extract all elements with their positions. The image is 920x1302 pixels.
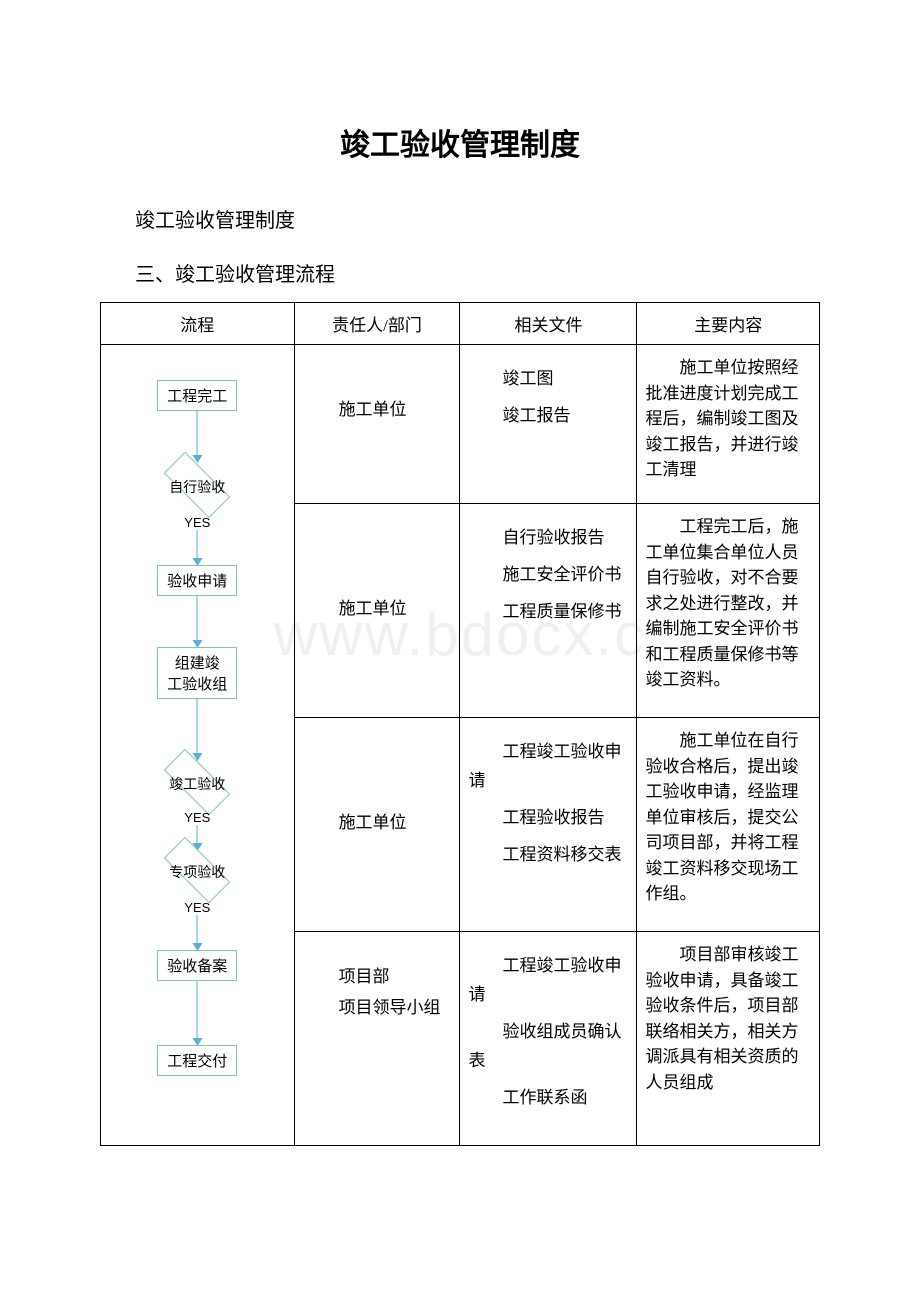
doc-item: 工程竣工验收申请 (468, 952, 628, 1010)
dept-text: 项目领导小组 (305, 993, 450, 1024)
flow-arrow (197, 695, 198, 760)
doc-cell: 工程竣工验收申请验收组成员确认表工作联系函 (460, 932, 637, 1146)
dept-cell: 施工单位 (294, 718, 460, 932)
dept-text: 施工单位 (305, 808, 450, 839)
dept-cell: 项目部项目领导小组 (294, 932, 460, 1146)
flow-diamond-label: 专项验收 (169, 862, 225, 882)
flow-box: 验收申请 (157, 565, 237, 596)
flow-yes-label: YES (184, 900, 210, 915)
flow-diamond-label: 自行验收 (169, 477, 225, 497)
doc-cell: 自行验收报告施工安全评价书工程质量保修书 (460, 504, 637, 718)
dept-text: 施工单位 (305, 594, 450, 625)
content-cell: 工程完工后，施工单位集合单位人员自行验收，对不合要求之处进行整改，并编制施工安全… (637, 504, 820, 718)
flow-box: 验收备案 (157, 950, 237, 981)
flow-arrow (197, 530, 198, 565)
flow-box: 组建竣工验收组 (157, 647, 237, 699)
dept-cell: 施工单位 (294, 345, 460, 504)
page-title: 竣工验收管理制度 (100, 120, 820, 164)
dept-cell: 施工单位 (294, 504, 460, 718)
doc-cell: 竣工图竣工报告 (460, 345, 637, 504)
doc-item: 竣工图 (468, 365, 628, 394)
doc-item: 工程竣工验收申请 (468, 738, 628, 796)
doc-cell: 工程竣工验收申请工程验收报告工程资料移交表 (460, 718, 637, 932)
dept-text: 施工单位 (305, 395, 450, 426)
doc-item: 工程验收报告 (468, 804, 628, 833)
doc-item: 工程资料移交表 (468, 841, 628, 870)
header-content: 主要内容 (637, 303, 820, 345)
doc-item: 自行验收报告 (468, 524, 628, 553)
content-cell: 施工单位在自行验收合格后，提出竣工验收申请，经监理单位审核后，提交公司项目部，并… (637, 718, 820, 932)
table-header-row: 流程 责任人/部门 相关文件 主要内容 (101, 303, 820, 345)
flow-box: 工程完工 (157, 380, 237, 411)
doc-item: 验收组成员确认表 (468, 1018, 628, 1076)
header-flow: 流程 (101, 303, 295, 345)
content-cell: 施工单位按照经批准进度计划完成工程后，编制竣工图及竣工报告，并进行竣工清理 (637, 345, 820, 504)
header-doc: 相关文件 (460, 303, 637, 345)
subtitle: 竣工验收管理制度 (135, 204, 820, 233)
flow-arrow (197, 407, 198, 462)
flow-arrow (197, 592, 198, 647)
flowchart-cell: 工程完工自行验收 YES 验收申请组建竣工验收组竣工验收 YES 专项验收 YES 验收备案… (101, 345, 295, 1146)
flow-box: 工程交付 (157, 1045, 237, 1076)
dept-text: 项目部 (305, 962, 450, 993)
flow-arrow (197, 915, 198, 950)
flow-yes-label: YES (184, 515, 210, 530)
doc-item: 施工安全评价书 (468, 561, 628, 590)
section-heading: 三、竣工验收管理流程 (135, 258, 820, 287)
flow-arrow (197, 977, 198, 1045)
doc-item: 工程质量保修书 (468, 598, 628, 627)
content-cell: 项目部审核竣工验收申请，具备竣工验收条件后，项目部联络相关方，相关方调派具有相关… (637, 932, 820, 1146)
doc-item: 工作联系函 (468, 1084, 628, 1113)
doc-item: 竣工报告 (468, 402, 628, 431)
process-table: 流程 责任人/部门 相关文件 主要内容 工程完工自行验收 YES 验收申请组建竣工验… (100, 302, 820, 1146)
flow-yes-label: YES (184, 810, 210, 825)
flow-arrow (197, 825, 198, 850)
flowchart-container: 工程完工自行验收 YES 验收申请组建竣工验收组竣工验收 YES 专项验收 YES 验收备案… (109, 355, 286, 1135)
flow-diamond-label: 竣工验收 (169, 774, 225, 794)
header-dept: 责任人/部门 (294, 303, 460, 345)
table-row: 工程完工自行验收YES验收申请组建竣工验收组竣工验收YES专项验收YES验收备案… (101, 345, 820, 504)
